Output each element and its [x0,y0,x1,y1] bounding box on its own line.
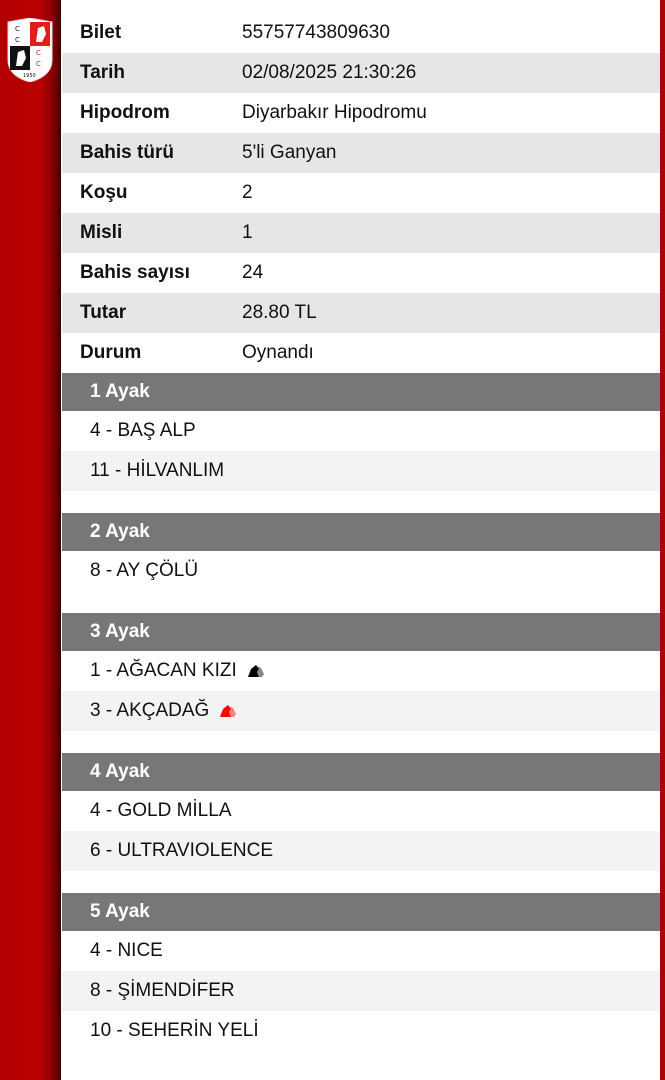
info-label: Koşu [80,182,128,203]
info-value: Diyarbakır Hipodromu [242,102,427,123]
leg-header: 1 Ayak [62,373,660,411]
spacer [62,491,660,513]
info-row-7: Tutar 28.80 TL [62,293,660,333]
leg-header: 2 Ayak [62,513,660,551]
info-row-5: Misli 1 [62,213,660,253]
leg-header: 3 Ayak [62,613,660,651]
info-row-1: Tarih 02/08/2025 21:30:26 [62,53,660,93]
info-label: Bahis sayısı [80,262,190,283]
horse-name: 4 - NICE [90,940,163,961]
info-label: Misli [80,222,123,243]
info-label: Tarih [80,62,126,83]
info-label: Bilet [80,22,122,43]
horse-row: 1 - AĞACAN KIZI [62,651,660,691]
horse-head-black-icon [247,665,264,677]
horse-row: 8 - AY ÇÖLÜ [62,551,660,591]
info-row-4: Koşu 2 [62,173,660,213]
svg-text:1950: 1950 [23,73,36,79]
horse-name: 4 - GOLD MİLLA [90,800,232,821]
info-value: 1 [242,222,253,243]
svg-text:C: C [36,49,41,57]
horse-head-red-icon [220,705,237,717]
info-row-8: Durum Oynandı [62,333,660,373]
horse-row: 10 - SEHERİN YELİ [62,1011,660,1051]
horse-name: 10 - SEHERİN YELİ [90,1020,259,1041]
info-value: 5'li Ganyan [242,142,337,163]
horse-row: 6 - ULTRAVIOLENCE [62,831,660,871]
spacer [62,591,660,613]
horse-row: 4 - NICE [62,931,660,971]
ticket-detail: Bilet 55757743809630 Tarih 02/08/2025 21:30… [62,0,660,1051]
svg-text:C: C [15,25,20,33]
sidebar: C C C C 1950 [0,0,61,1080]
horse-name: 8 - ŞİMENDİFER [90,980,235,1001]
horse-row: 4 - GOLD MİLLA [62,791,660,831]
info-label: Durum [80,342,142,363]
horse-row: 11 - HİLVANLIM [62,451,660,491]
horse-name: 6 - ULTRAVIOLENCE [90,840,274,861]
info-value: 28.80 TL [242,302,317,323]
info-row-0: Bilet 55757743809630 [62,0,660,53]
horse-name: 8 - AY ÇÖLÜ [90,560,199,581]
info-value: 55757743809630 [242,22,390,43]
info-value: Oynandı [242,342,314,363]
info-label: Hipodrom [80,102,170,123]
horse-row: 3 - AKÇADAĞ [62,691,660,731]
spacer [62,731,660,753]
horse-name: 11 - HİLVANLIM [90,460,225,481]
info-value: 2 [242,182,253,203]
legs-list: 1 Ayak 4 - BAŞ ALP 11 - HİLVANLIM 2 Ayak 8 -… [62,373,660,1051]
right-edge [660,0,665,1080]
info-label: Tutar [80,302,127,323]
horse-row: 8 - ŞİMENDİFER [62,971,660,1011]
spacer [62,871,660,893]
info-row-6: Bahis sayısı 24 [62,253,660,293]
club-logo: C C C C 1950 [7,18,53,82]
leg-header: 4 Ayak [62,753,660,791]
horse-name: 4 - BAŞ ALP [90,420,196,441]
info-value: 02/08/2025 21:30:26 [242,62,417,83]
horse-row: 4 - BAŞ ALP [62,411,660,451]
info-value: 24 [242,262,264,283]
info-label: Bahis türü [80,142,174,163]
horse-name: 1 - AĞACAN KIZI [90,660,237,681]
horse-name: 3 - AKÇADAĞ [90,700,210,721]
info-row-3: Bahis türü 5'li Ganyan [62,133,660,173]
ticket-info-table: Bilet 55757743809630 Tarih 02/08/2025 21:30… [62,0,660,373]
svg-text:C: C [15,36,20,44]
leg-header: 5 Ayak [62,893,660,931]
info-row-2: Hipodrom Diyarbakır Hipodromu [62,93,660,133]
svg-text:C: C [36,60,41,68]
